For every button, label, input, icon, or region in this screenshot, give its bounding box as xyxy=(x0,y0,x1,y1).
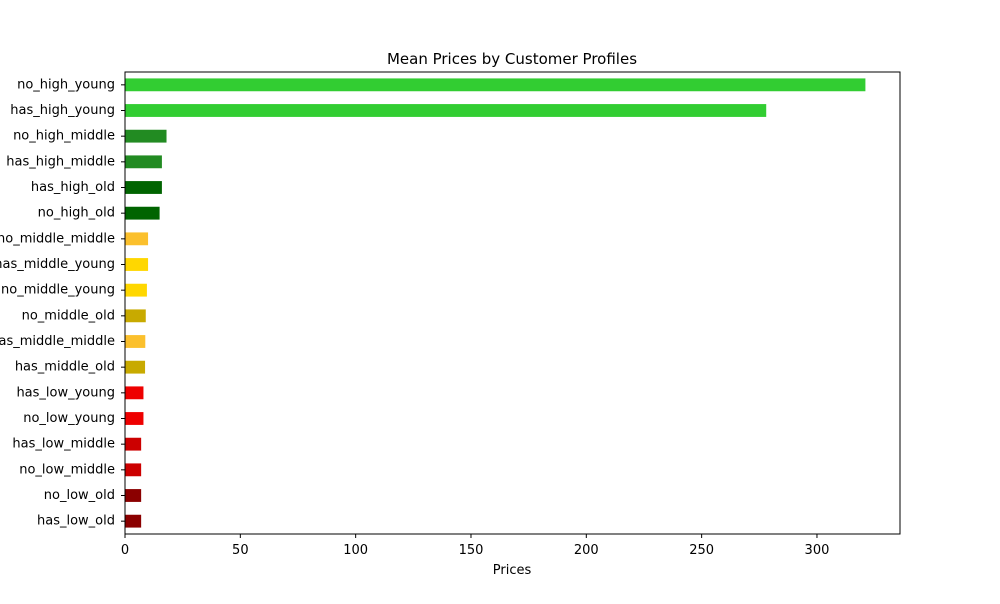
y-tick-label: has_high_young xyxy=(10,103,115,118)
bar-has_high_middle xyxy=(125,155,162,169)
y-tick-label: no_high_young xyxy=(17,77,115,92)
bar-no_low_young xyxy=(125,412,144,425)
bar-has_middle_middle xyxy=(125,335,146,348)
y-tick-label: no_middle_young xyxy=(1,283,115,298)
y-tick-label: has_low_old xyxy=(37,514,115,529)
bar-no_high_young xyxy=(125,78,866,92)
y-tick-label: has_low_middle xyxy=(12,437,115,452)
y-tick-label: no_middle_old xyxy=(22,308,115,323)
bar-no_low_middle xyxy=(125,463,142,477)
bar-has_high_old xyxy=(125,181,162,194)
bars-layer xyxy=(125,78,866,528)
y-tick-label: has_middle_old xyxy=(15,360,115,375)
bar-has_middle_young xyxy=(125,258,149,271)
bar-no_high_old xyxy=(125,206,160,220)
y-tick-label: has_high_old xyxy=(31,180,115,195)
y-tick-label: no_low_middle xyxy=(19,462,115,477)
y-tick-label: no_high_old xyxy=(38,206,115,221)
y-tick-label: has_low_young xyxy=(16,385,115,400)
y-tick-label: no_middle_middle xyxy=(0,231,115,246)
y-axis: no_high_young has_high_young no_high_middl… xyxy=(0,77,125,529)
bar-has_low_middle xyxy=(125,437,142,451)
y-tick-label: has_middle_young xyxy=(0,257,115,272)
x-axis: 0 50 100 150 200 250 300 xyxy=(121,534,830,558)
bar-no_middle_young xyxy=(125,283,147,297)
bar-no_middle_middle xyxy=(125,232,149,246)
y-tick-label: no_low_young xyxy=(23,411,115,426)
bar-has_low_young xyxy=(125,386,144,400)
x-tick-label: 200 xyxy=(574,543,599,558)
x-tick-label: 250 xyxy=(689,543,714,558)
bar-no_low_old xyxy=(125,489,142,502)
plot-frame xyxy=(124,71,901,535)
y-tick-label: no_low_old xyxy=(44,488,115,503)
y-tick-label: no_high_middle xyxy=(13,129,115,144)
y-tick-label: has_middle_middle xyxy=(0,334,115,349)
bar-has_middle_old xyxy=(125,360,146,374)
bar-no_middle_old xyxy=(125,309,146,323)
bar-no_high_middle xyxy=(125,129,167,143)
bar-has_low_old xyxy=(125,514,142,528)
x-tick-label: 0 xyxy=(121,543,129,558)
bar-has_high_young xyxy=(125,104,767,117)
chart-title: Mean Prices by Customer Profiles xyxy=(387,50,637,68)
x-tick-label: 100 xyxy=(343,543,368,558)
x-axis-label: Prices xyxy=(493,563,532,578)
x-tick-label: 150 xyxy=(459,543,484,558)
x-tick-label: 300 xyxy=(805,543,830,558)
y-tick-label: has_high_middle xyxy=(6,154,115,169)
x-tick-label: 50 xyxy=(232,543,249,558)
